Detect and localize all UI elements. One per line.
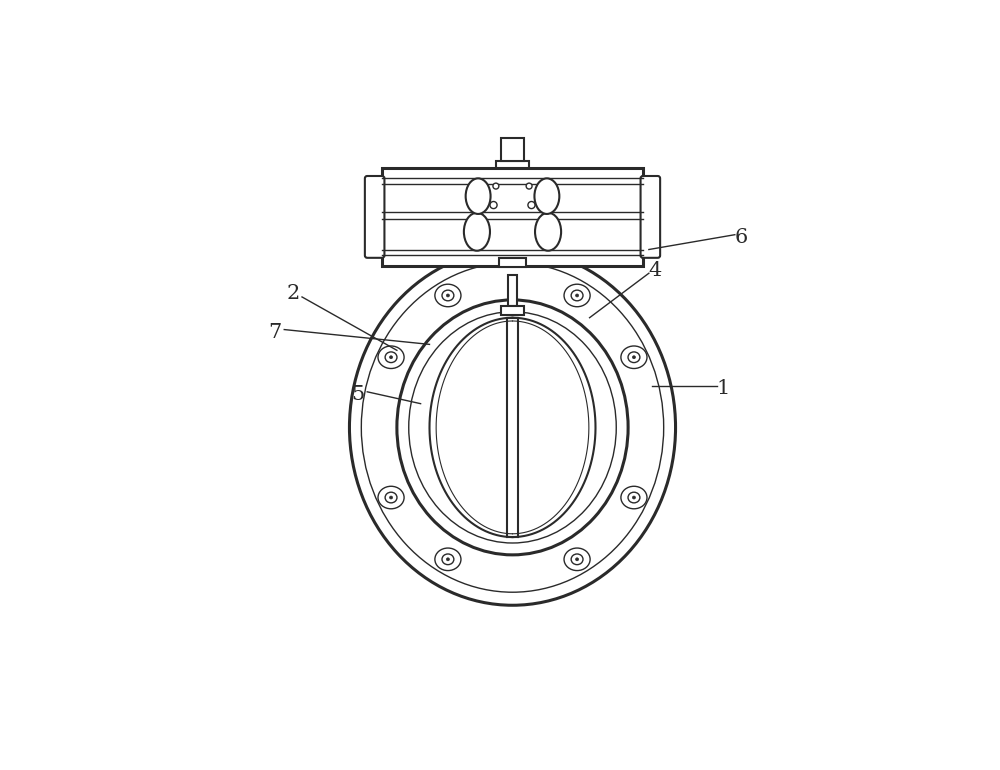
Ellipse shape (528, 202, 535, 209)
Ellipse shape (349, 249, 676, 605)
Ellipse shape (632, 356, 635, 359)
Ellipse shape (466, 179, 491, 214)
Ellipse shape (576, 294, 579, 297)
Ellipse shape (435, 548, 461, 571)
Bar (508, 275, 517, 306)
Ellipse shape (378, 346, 404, 369)
Ellipse shape (397, 300, 628, 555)
Bar (501, 306, 524, 315)
Ellipse shape (446, 557, 449, 561)
Ellipse shape (564, 548, 590, 571)
Bar (382, 168, 643, 266)
Ellipse shape (571, 290, 583, 301)
Text: 5: 5 (352, 385, 365, 404)
Ellipse shape (526, 183, 532, 189)
Ellipse shape (628, 492, 640, 503)
Ellipse shape (632, 496, 635, 499)
FancyBboxPatch shape (641, 176, 660, 258)
Text: 1: 1 (716, 380, 730, 398)
Ellipse shape (446, 294, 449, 297)
Ellipse shape (390, 496, 393, 499)
Ellipse shape (490, 202, 497, 209)
Ellipse shape (385, 492, 397, 503)
Text: 2: 2 (287, 284, 300, 303)
Ellipse shape (390, 356, 393, 359)
Text: 6: 6 (734, 228, 747, 247)
Bar (499, 259, 526, 266)
Ellipse shape (571, 554, 583, 564)
Ellipse shape (564, 284, 590, 306)
Ellipse shape (534, 179, 559, 214)
Ellipse shape (493, 183, 499, 189)
Text: 7: 7 (269, 323, 282, 342)
Ellipse shape (442, 554, 454, 564)
Bar (496, 161, 529, 168)
Ellipse shape (621, 346, 647, 369)
FancyBboxPatch shape (365, 176, 384, 258)
Bar (501, 139, 524, 161)
Ellipse shape (576, 557, 579, 561)
Ellipse shape (621, 487, 647, 509)
Ellipse shape (628, 352, 640, 363)
Text: 4: 4 (648, 261, 661, 280)
Ellipse shape (535, 213, 561, 251)
Ellipse shape (435, 284, 461, 306)
Ellipse shape (442, 290, 454, 301)
Ellipse shape (464, 213, 490, 251)
Ellipse shape (385, 352, 397, 363)
Ellipse shape (378, 487, 404, 509)
